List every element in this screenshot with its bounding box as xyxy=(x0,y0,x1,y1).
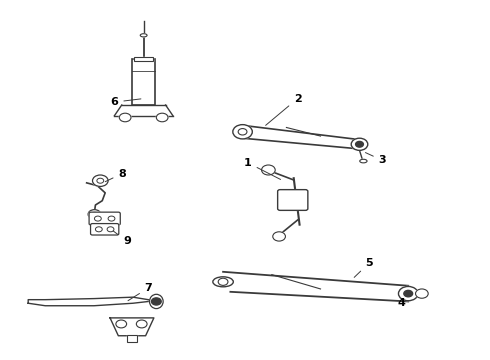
FancyBboxPatch shape xyxy=(91,224,119,235)
Circle shape xyxy=(416,289,428,298)
Circle shape xyxy=(93,175,108,186)
Text: 4: 4 xyxy=(398,293,411,308)
Text: 2: 2 xyxy=(266,94,301,125)
Text: 5: 5 xyxy=(354,258,373,278)
Text: 1: 1 xyxy=(244,158,281,179)
Circle shape xyxy=(116,320,126,328)
Bar xyxy=(127,336,137,342)
Ellipse shape xyxy=(149,294,163,309)
Bar xyxy=(127,336,137,342)
Circle shape xyxy=(119,113,131,122)
Circle shape xyxy=(351,138,368,150)
Polygon shape xyxy=(28,297,155,306)
Ellipse shape xyxy=(213,277,233,287)
Text: 3: 3 xyxy=(366,153,386,165)
FancyBboxPatch shape xyxy=(278,190,308,210)
Polygon shape xyxy=(110,318,154,336)
Circle shape xyxy=(233,125,252,139)
Circle shape xyxy=(151,298,161,305)
Circle shape xyxy=(356,141,364,147)
Bar xyxy=(134,57,153,61)
Circle shape xyxy=(262,165,275,175)
Circle shape xyxy=(398,287,418,301)
Bar xyxy=(132,59,155,105)
Text: 6: 6 xyxy=(110,97,141,107)
Ellipse shape xyxy=(360,159,367,163)
Bar xyxy=(134,57,153,61)
FancyBboxPatch shape xyxy=(89,212,120,225)
Circle shape xyxy=(136,320,147,328)
Circle shape xyxy=(88,210,101,219)
Circle shape xyxy=(404,291,413,297)
Ellipse shape xyxy=(140,34,147,37)
Text: 9: 9 xyxy=(113,231,131,247)
Bar xyxy=(132,59,155,105)
Circle shape xyxy=(156,113,168,122)
Circle shape xyxy=(273,232,286,241)
Text: 7: 7 xyxy=(128,283,152,301)
Text: 8: 8 xyxy=(105,168,126,182)
